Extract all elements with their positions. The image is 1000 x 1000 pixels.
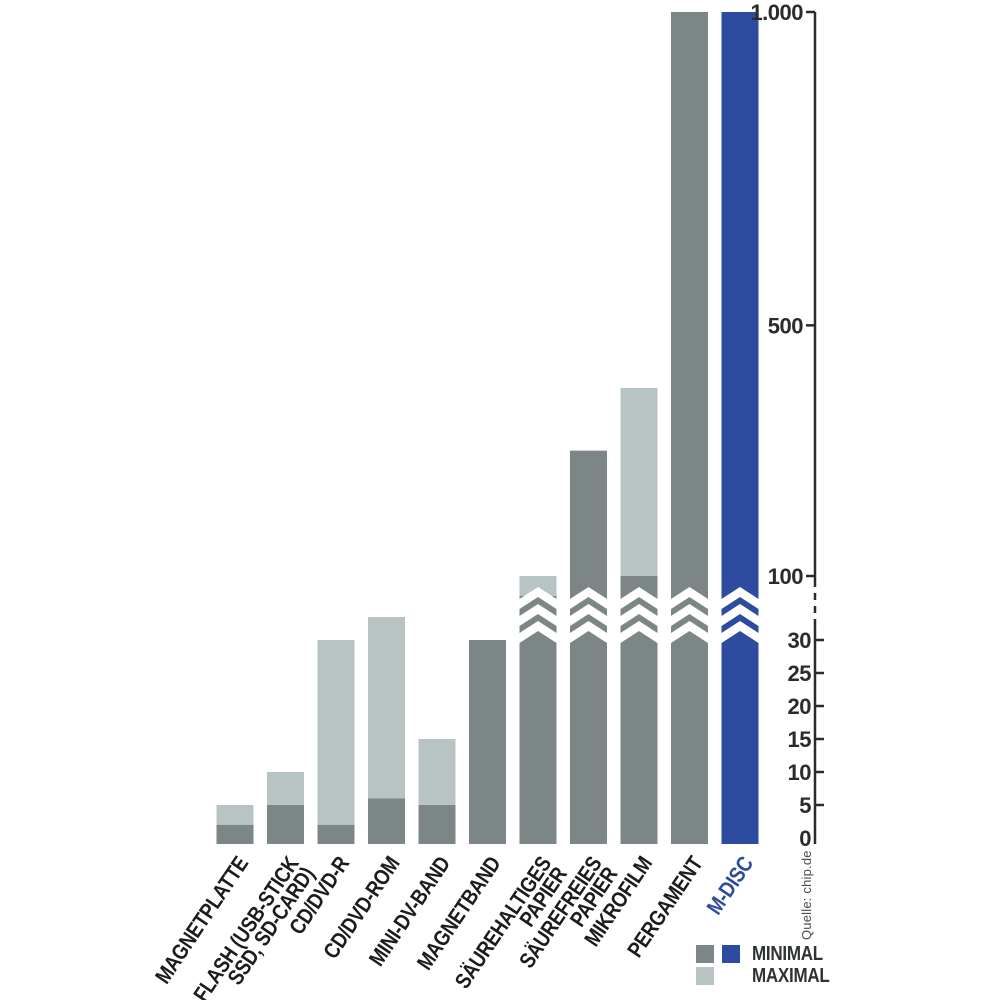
bar-m-disc-minimal-segment — [721, 12, 759, 844]
legend-swatch-minimal-gray — [696, 945, 714, 963]
x-label-line-1: M-DISC — [703, 852, 759, 919]
axis-break-chevron-mikrofilm-1 — [620, 587, 658, 609]
axis-break-chevron-pergament-3 — [671, 621, 708, 643]
bar-magnetplatte-maximal-segment — [216, 805, 254, 825]
legend-row-minimal: MINIMAL — [696, 942, 843, 965]
x-label-m-disc: M-DISC — [703, 852, 759, 919]
axis-break-chevron-pergament-2 — [671, 604, 708, 626]
legend-swatch-spacer — [722, 967, 740, 985]
axis-break-chevron-mikrofilm-2 — [620, 604, 658, 626]
axis-break-chevron-saeurehaltiges-papier-3 — [519, 621, 557, 643]
bar-saeurefreies-papier-minimal-segment — [570, 450, 607, 844]
legend-swatch-minimal-blue — [722, 945, 740, 963]
legend-row-maximal: MAXIMAL — [696, 964, 843, 987]
bar-cd-dvd-r-maximal-segment — [317, 640, 355, 825]
bar-cd-dvd-rom-maximal-segment — [368, 617, 405, 799]
bar-saeurehaltiges-papier-maximal-segment — [519, 576, 557, 596]
axis-break-chevron-pergament-1 — [671, 587, 708, 609]
axis-break-chevron-saeurefreies-papier-1 — [570, 587, 607, 609]
bar-flash-usb-stick-ssd-sd-card-minimal-segment — [267, 805, 304, 844]
y-tick-label-15: 15 — [788, 727, 812, 752]
y-tick-label-100: 100 — [768, 564, 803, 589]
axis-break-chevron-m-disc-1 — [721, 587, 759, 609]
y-tick-label-0: 0 — [799, 826, 811, 851]
bar-cd-dvd-r-minimal-segment — [317, 824, 355, 844]
axis-break-chevron-m-disc-3 — [721, 621, 759, 643]
bar-cd-dvd-rom-minimal-segment — [368, 798, 405, 844]
y-tick-label-20: 20 — [788, 694, 812, 719]
bar-magnetplatte-minimal-segment — [216, 824, 254, 844]
y-tick-label-5: 5 — [799, 793, 811, 818]
axis-break-chevron-saeurefreies-papier-2 — [570, 604, 607, 626]
bar-mini-dv-band-maximal-segment — [418, 739, 456, 805]
axis-break-chevron-saeurefreies-papier-3 — [570, 621, 607, 643]
legend-swatch-maximal-gray — [696, 967, 714, 985]
legend-label-maximal: MAXIMAL — [752, 964, 830, 987]
bar-mikrofilm-maximal-segment — [620, 388, 658, 576]
bar-pergament-minimal-segment — [671, 12, 708, 844]
legend: MINIMAL MAXIMAL — [696, 942, 843, 989]
axis-break-chevron-m-disc-2 — [721, 604, 759, 626]
y-tick-label-30: 30 — [788, 628, 812, 653]
bar-mini-dv-band-minimal-segment — [418, 805, 456, 844]
y-tick-label-500: 500 — [768, 313, 803, 338]
axis-break-chevron-mikrofilm-3 — [620, 621, 658, 643]
axis-break-chevron-saeurehaltiges-papier-2 — [519, 604, 557, 626]
bar-flash-usb-stick-ssd-sd-card-maximal-segment — [267, 772, 304, 805]
legend-label-minimal: MINIMAL — [752, 942, 823, 965]
y-tick-label-1-000: 1.000 — [750, 0, 803, 25]
axis-break-chevron-saeurehaltiges-papier-1 — [519, 587, 557, 609]
y-tick-label-25: 25 — [788, 661, 812, 686]
y-tick-label-10: 10 — [788, 760, 812, 785]
bar-magnetband-minimal-segment — [469, 640, 506, 844]
source-credit: Quelle: chip.de — [799, 850, 814, 940]
